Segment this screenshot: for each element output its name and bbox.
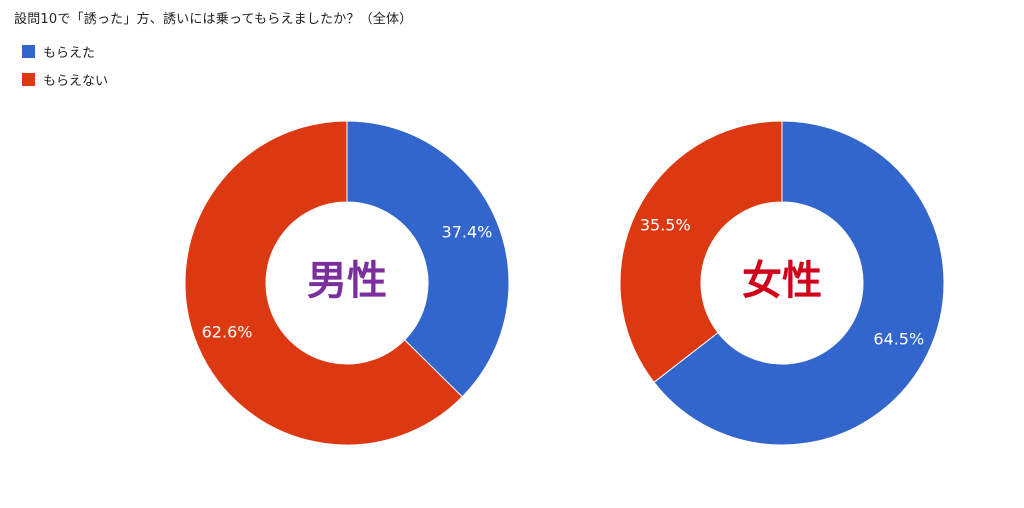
- slice-value-label: 35.5%: [640, 215, 691, 234]
- slice-value-label: 62.6%: [202, 323, 253, 342]
- slice-moraenai[interactable]: [619, 120, 783, 383]
- slice-moraeta[interactable]: [346, 120, 510, 398]
- legend-item-moraeta[interactable]: もらえた: [22, 40, 108, 62]
- slice-value-label: 37.4%: [442, 222, 493, 241]
- legend-item-moraenai[interactable]: もらえない: [22, 68, 108, 90]
- slice-moraeta[interactable]: [653, 120, 945, 446]
- slice-value-label: 64.5%: [873, 330, 924, 349]
- legend: もらえた もらえない: [22, 40, 108, 96]
- chart-title: 設問10で「誘った」方、誘いには乗ってもらえましたか？（全体）: [14, 12, 413, 27]
- center-label-female: 女性: [742, 258, 822, 304]
- legend-label: もらえない: [43, 73, 109, 89]
- slice-moraenai[interactable]: [184, 120, 463, 446]
- legend-swatch-red: [22, 72, 35, 86]
- legend-swatch-blue: [22, 44, 35, 58]
- donut-female: 64.5% 35.5% 女性: [619, 120, 945, 446]
- donut-male: 37.4% 62.6% 男性: [184, 120, 510, 446]
- legend-label: もらえた: [43, 45, 96, 61]
- center-label-male: 男性: [307, 258, 387, 304]
